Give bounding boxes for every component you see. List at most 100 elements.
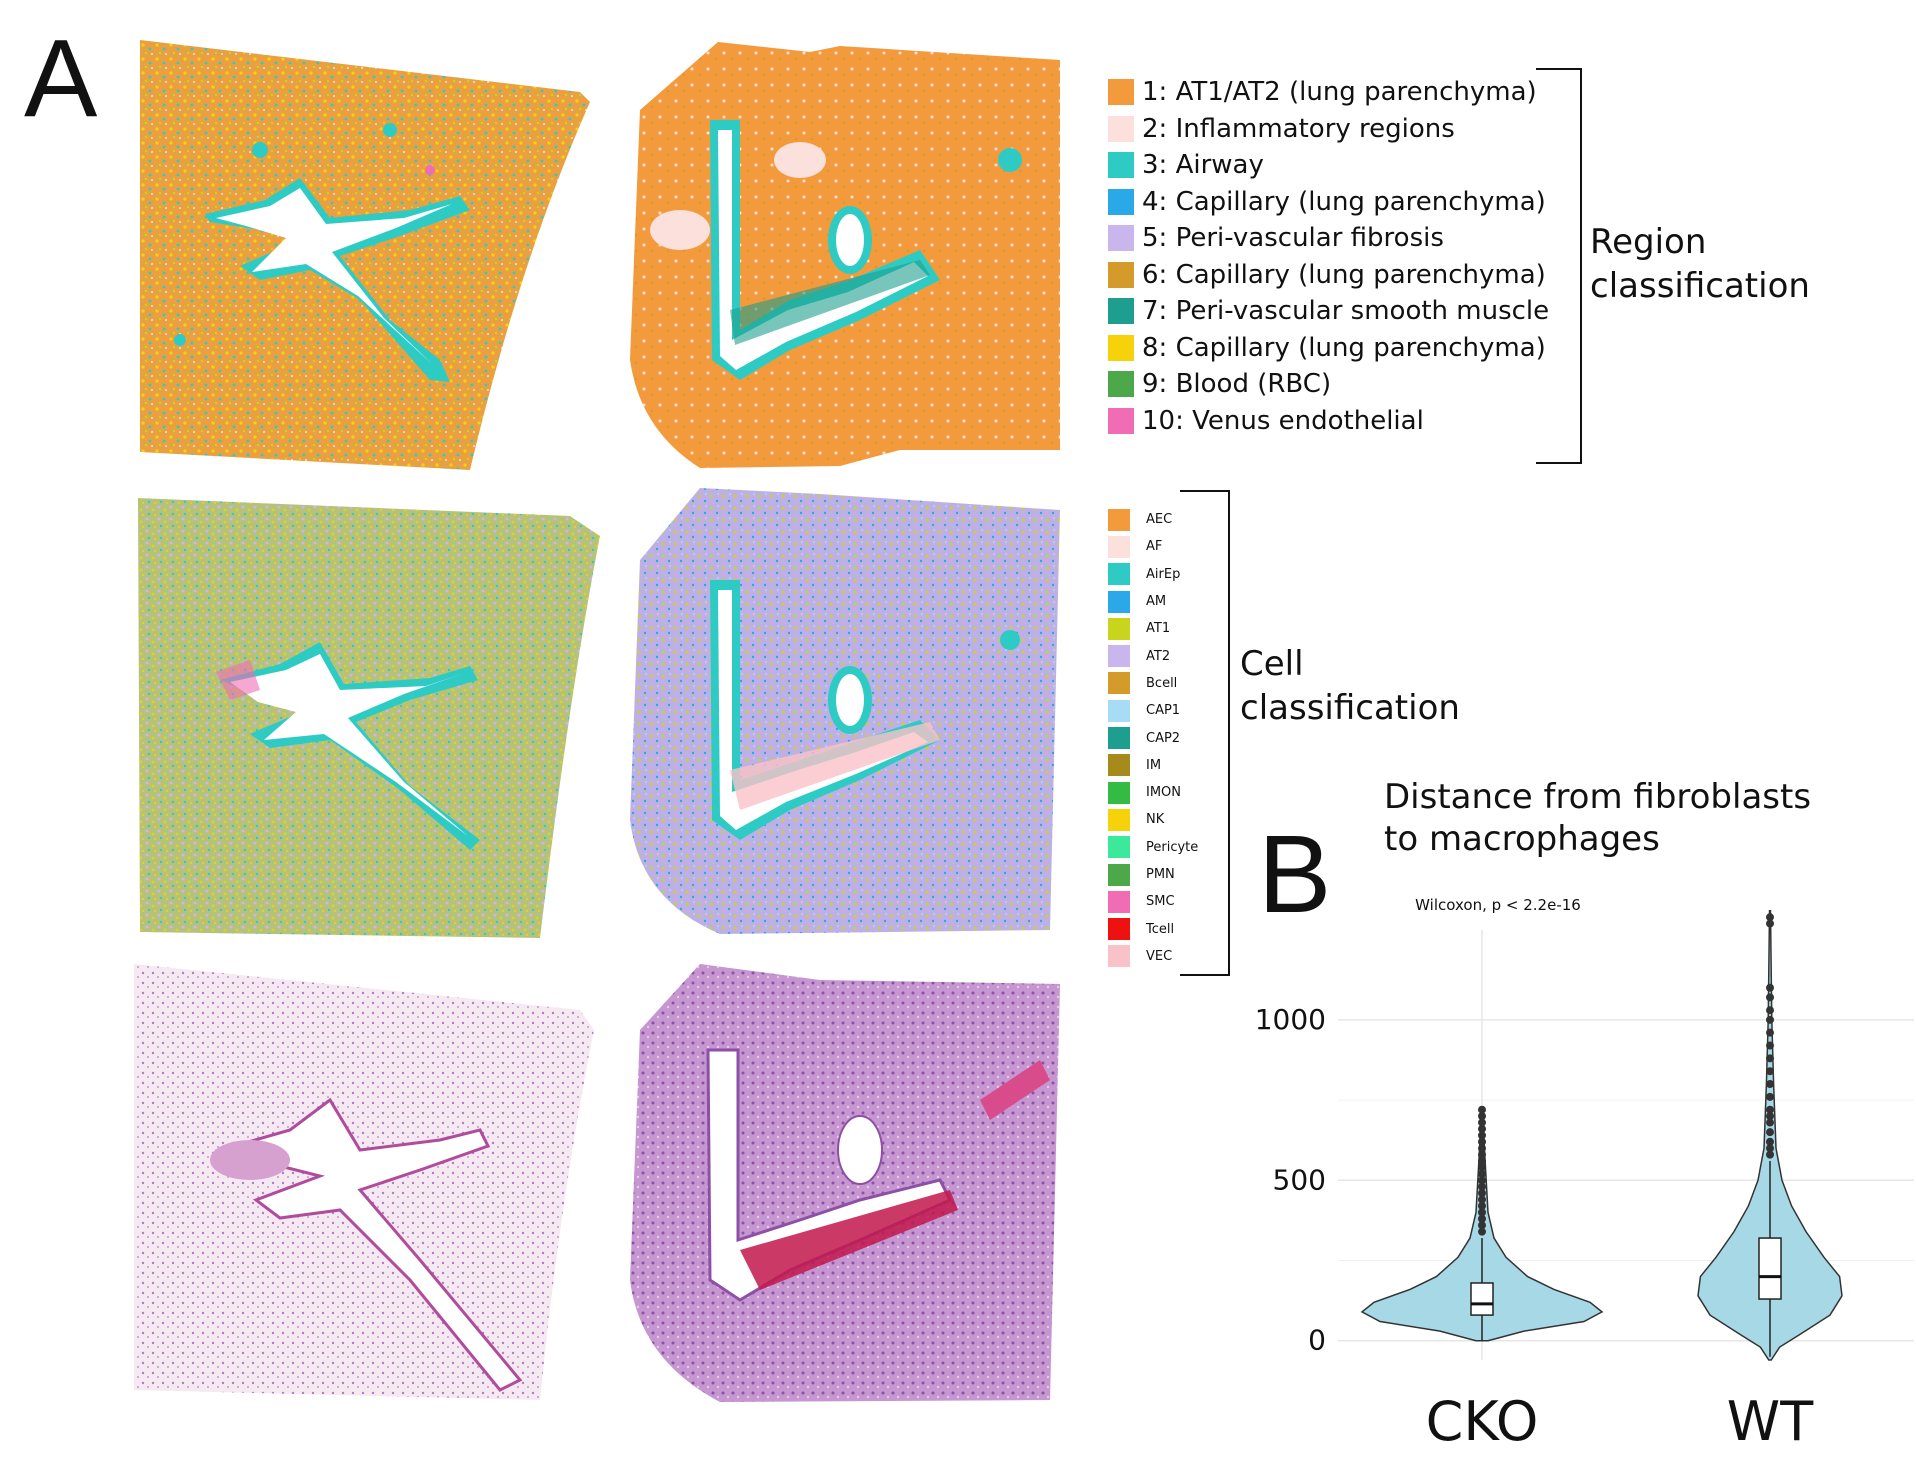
legend-label: Pericyte bbox=[1146, 839, 1199, 855]
legend-label: PMN bbox=[1146, 867, 1175, 882]
he-stain-wt bbox=[630, 964, 1060, 1402]
outlier-point bbox=[1478, 1112, 1486, 1121]
outlier-point bbox=[1478, 1137, 1486, 1146]
legend-swatch bbox=[1108, 261, 1134, 288]
legend-swatch bbox=[1108, 808, 1130, 831]
y-tick-label: 1000 bbox=[1255, 1003, 1326, 1036]
he-stain-cko bbox=[134, 964, 594, 1400]
outlier-point bbox=[1766, 1105, 1774, 1114]
region-bracket bbox=[1536, 68, 1582, 464]
legend-label: 4: Capillary (lung parenchyma) bbox=[1142, 186, 1546, 217]
outlier-point bbox=[1766, 919, 1774, 928]
legend-item: 10: Venus endothelial bbox=[1108, 403, 1549, 440]
outlier-point bbox=[1478, 1105, 1486, 1114]
legend-label: 10: Venus endothelial bbox=[1142, 405, 1424, 436]
legend-item: 9: Blood (RBC) bbox=[1108, 366, 1549, 403]
outlier-point bbox=[1478, 1195, 1486, 1204]
x-tick-label: CKO bbox=[1426, 1390, 1539, 1453]
outlier-point bbox=[1478, 1118, 1486, 1127]
legend-item: AT2 bbox=[1108, 642, 1198, 669]
legend-label: AM bbox=[1146, 594, 1167, 610]
region-legend: 1: AT1/AT2 (lung parenchyma) 2: Inflamma… bbox=[1108, 74, 1549, 439]
outlier-point bbox=[1766, 1028, 1774, 1037]
outlier-point bbox=[1478, 1182, 1486, 1191]
outlier-point bbox=[1478, 1169, 1486, 1178]
legend-item: AEC bbox=[1108, 506, 1198, 533]
legend-label: IM bbox=[1146, 757, 1162, 773]
legend-item: PMN bbox=[1108, 861, 1198, 888]
outlier-point bbox=[1766, 1080, 1774, 1089]
outlier-point bbox=[1478, 1144, 1486, 1153]
legend-swatch bbox=[1108, 836, 1130, 859]
outlier-point bbox=[1766, 1006, 1774, 1015]
violin-chart: 0 500 1000 Wilcoxon, p < 2.2e-16 CKO WT bbox=[1255, 896, 1914, 1453]
legend-item: 5: Peri-vascular fibrosis bbox=[1108, 220, 1549, 257]
legend-item: 1: AT1/AT2 (lung parenchyma) bbox=[1108, 74, 1549, 111]
box-wt bbox=[1758, 1237, 1782, 1300]
legend-swatch bbox=[1108, 945, 1130, 968]
wilcoxon-annotation: Wilcoxon, p < 2.2e-16 bbox=[1415, 896, 1581, 914]
legend-item: IMON bbox=[1108, 779, 1198, 806]
legend-item: Pericyte bbox=[1108, 834, 1198, 861]
legend-swatch bbox=[1108, 225, 1134, 252]
region-map-cko bbox=[140, 40, 590, 470]
outlier-point bbox=[1478, 1208, 1486, 1217]
legend-label: SMC bbox=[1146, 894, 1175, 910]
legend-label: CAP1 bbox=[1146, 703, 1181, 719]
outlier-point bbox=[1478, 1150, 1486, 1159]
legend-swatch bbox=[1108, 754, 1130, 777]
outlier-point bbox=[1478, 1201, 1486, 1210]
legend-label: Tcell bbox=[1146, 921, 1175, 937]
legend-swatch bbox=[1108, 563, 1130, 586]
legend-label: Bcell bbox=[1146, 675, 1178, 691]
legend-swatch bbox=[1108, 672, 1130, 695]
legend-label: VEC bbox=[1146, 948, 1173, 964]
outlier-point bbox=[1478, 1221, 1486, 1230]
outlier-point bbox=[1766, 1054, 1774, 1063]
outlier-point bbox=[1766, 983, 1774, 992]
legend-item: SMC bbox=[1108, 888, 1198, 915]
legend-item: AT1 bbox=[1108, 615, 1198, 642]
outlier-point bbox=[1478, 1189, 1486, 1198]
legend-item: IM bbox=[1108, 752, 1198, 779]
outlier-point bbox=[1766, 1137, 1774, 1146]
legend-label: 2: Inflammatory regions bbox=[1142, 113, 1455, 144]
outlier-point bbox=[1766, 1015, 1774, 1024]
legend-swatch bbox=[1108, 115, 1134, 142]
legend-label: 1: AT1/AT2 (lung parenchyma) bbox=[1142, 77, 1537, 108]
legend-item: AM bbox=[1108, 588, 1198, 615]
outlier-point bbox=[1766, 1041, 1774, 1050]
chart-title: Distance from fibroblasts to macrophages bbox=[1384, 776, 1811, 860]
legend-item: 4: Capillary (lung parenchyma) bbox=[1108, 184, 1549, 221]
cell-title-line1: Cell bbox=[1240, 644, 1304, 684]
legend-swatch bbox=[1108, 918, 1130, 941]
legend-label: AT1 bbox=[1146, 621, 1171, 637]
legend-item: 3: Airway bbox=[1108, 147, 1549, 184]
cell-title-line2: classification bbox=[1240, 688, 1460, 728]
legend-item: VEC bbox=[1108, 943, 1198, 970]
legend-item: Bcell bbox=[1108, 670, 1198, 697]
legend-label: AEC bbox=[1146, 512, 1173, 528]
legend-label: 8: Capillary (lung parenchyma) bbox=[1142, 332, 1546, 363]
legend-swatch bbox=[1108, 645, 1130, 668]
legend-item: NK bbox=[1108, 806, 1198, 833]
cell-map-wt bbox=[630, 488, 1060, 934]
outlier-point bbox=[1766, 1128, 1774, 1137]
outlier-point bbox=[1766, 993, 1774, 1002]
outlier-point bbox=[1766, 1118, 1774, 1127]
y-tick-label: 0 bbox=[1308, 1324, 1326, 1357]
outlier-point bbox=[1478, 1214, 1486, 1223]
legend-item: 7: Peri-vascular smooth muscle bbox=[1108, 293, 1549, 330]
legend-swatch bbox=[1108, 535, 1130, 558]
legend-swatch bbox=[1108, 781, 1130, 804]
panel-a-letter: A bbox=[24, 17, 98, 140]
y-tick-label: 500 bbox=[1273, 1163, 1326, 1196]
chart-title-line1: Distance from fibroblasts bbox=[1384, 777, 1812, 817]
outlier-point bbox=[1478, 1131, 1486, 1140]
cell-bracket bbox=[1180, 490, 1230, 976]
outlier-point bbox=[1766, 1067, 1774, 1076]
panel-b-letter: B bbox=[1258, 813, 1332, 936]
legend-item: 6: Capillary (lung parenchyma) bbox=[1108, 257, 1549, 294]
x-tick-label: WT bbox=[1727, 1390, 1814, 1453]
